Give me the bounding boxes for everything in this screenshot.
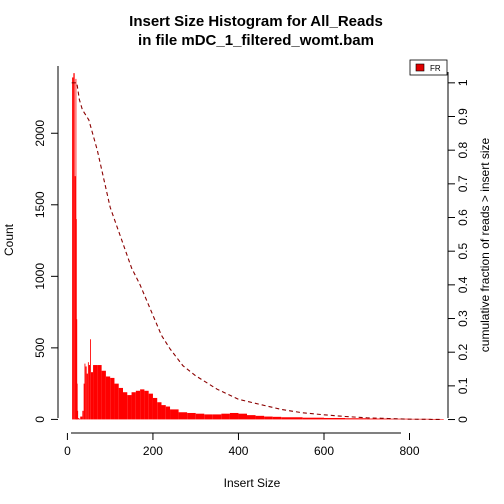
y2-tick-label: 0.1 [456, 377, 470, 394]
y2-tick-label: 0.4 [456, 276, 470, 293]
y-tick-label: 0 [33, 416, 47, 423]
histogram-bar [170, 409, 179, 420]
histogram-bar [229, 412, 239, 420]
histogram-bar [86, 373, 88, 420]
histogram-bar [127, 395, 132, 420]
histogram-bar [88, 365, 91, 420]
histogram-bar [123, 392, 128, 420]
y2-tick-label: 0.3 [456, 310, 470, 327]
cumulative-curve [71, 82, 442, 421]
y2-tick-label: 0.5 [456, 243, 470, 260]
histogram-bar [212, 414, 222, 420]
y2-tick-label: 0.2 [456, 344, 470, 361]
histogram-bar [76, 319, 78, 420]
histogram-bar [87, 362, 89, 420]
histogram-bar [281, 417, 303, 420]
histogram-bar [78, 417, 79, 420]
histogram-bar [74, 176, 76, 420]
y-axis-label: Count [2, 223, 16, 256]
histogram-bar [73, 73, 75, 420]
histogram-bar [441, 419, 444, 420]
histogram-bar [187, 412, 196, 420]
histogram-bar [144, 390, 149, 420]
histogram-bar [82, 410, 84, 420]
y-tick-label: 1500 [33, 191, 47, 218]
y-axis-ticks: 0 500 1000 1500 2000 [33, 120, 58, 423]
histogram-bar [178, 412, 188, 420]
histogram-bar [93, 365, 98, 420]
y2-tick-label: 0.9 [456, 108, 470, 125]
y-tick-label: 2000 [33, 120, 47, 147]
histogram-bar [90, 339, 91, 420]
histogram-bar [195, 413, 205, 420]
histogram-bar [165, 406, 171, 420]
histogram-bar [77, 410, 79, 420]
histogram-bar [161, 405, 166, 420]
x-tick-label: 200 [143, 444, 163, 458]
histogram-bar [388, 418, 410, 420]
histogram-bar [80, 416, 83, 420]
histogram-bar [135, 390, 141, 420]
histogram-bar [76, 383, 78, 420]
y2-tick-label: 0.7 [456, 175, 470, 192]
y2-tick-label: 0 [456, 416, 470, 423]
histogram-bar [84, 363, 86, 420]
histogram-bar [221, 413, 230, 420]
chart-title-line2: in file mDC_1_filtered_womt.bam [138, 32, 374, 49]
x-tick-label: 600 [314, 444, 334, 458]
histogram-bar [272, 416, 282, 420]
histogram-bar [255, 415, 265, 420]
y2-tick-label: 1 [456, 79, 470, 86]
cumulative-fraction-line [71, 82, 442, 421]
histogram-bar [78, 418, 81, 420]
histogram-bar [72, 77, 74, 420]
histogram-bar [264, 416, 273, 420]
histogram-bar [152, 397, 158, 420]
histogram-bar [75, 78, 77, 420]
y2-axis-ticks: 0 0.1 0.2 0.3 0.4 0.5 0.6 0.7 0.8 0.9 1 [448, 79, 470, 423]
histogram-bar [85, 366, 87, 420]
histogram-bar [148, 393, 153, 420]
histogram-bar [105, 376, 111, 420]
histogram-bar [118, 387, 123, 420]
y-tick-label: 1000 [33, 263, 47, 290]
x-axis-label: Insert Size [224, 476, 281, 490]
x-axis-ticks: 0 200 400 600 800 [64, 433, 420, 458]
y2-tick-label: 0.6 [456, 209, 470, 226]
legend-label: FR [430, 64, 441, 73]
histogram-bar [114, 383, 119, 420]
y-tick-label: 500 [33, 338, 47, 358]
histogram-bar [75, 219, 77, 420]
x-tick-label: 0 [64, 444, 71, 458]
x-tick-label: 800 [399, 444, 419, 458]
histogram-bar [247, 415, 256, 420]
histogram-bar [323, 417, 346, 420]
histogram-bar [83, 383, 85, 420]
histogram-bar [140, 389, 145, 420]
legend: FR [409, 59, 448, 76]
histogram-bar [409, 418, 431, 420]
histogram-bar [204, 414, 213, 420]
histogram-bar [110, 377, 115, 420]
legend-box [409, 59, 448, 76]
legend-swatch [415, 63, 425, 72]
histogram-bar [366, 418, 389, 420]
histogram-bar [302, 417, 324, 420]
histogram-bars [72, 73, 444, 420]
histogram-bar [101, 370, 106, 420]
y2-tick-label: 0.8 [456, 142, 470, 159]
histogram-bar [345, 418, 367, 420]
histogram-bar [90, 372, 94, 420]
histogram-bar [238, 413, 248, 420]
histogram-bar [131, 392, 136, 420]
x-tick-label: 400 [228, 444, 248, 458]
chart-title-line1: Insert Size Histogram for All_Reads [129, 13, 383, 30]
y2-axis-label: cumulative fraction of reads > insert si… [478, 137, 492, 352]
histogram-bar [157, 402, 162, 420]
histogram-bar [97, 365, 102, 420]
